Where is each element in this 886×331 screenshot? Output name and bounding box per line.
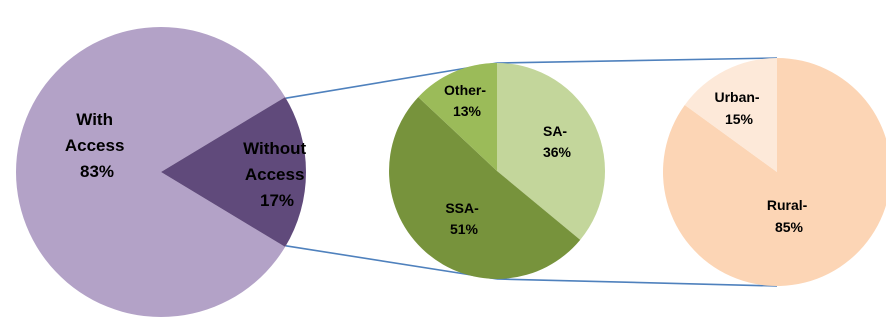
label-urban: Urban- 15% xyxy=(714,89,763,127)
slice-other xyxy=(418,63,497,171)
label-without-access: Without Access 17% xyxy=(243,139,311,210)
label-with-access: With Access 83% xyxy=(65,110,129,181)
slice-rural xyxy=(663,58,886,286)
connector-line-bottom-right xyxy=(496,278,778,287)
slice-sa xyxy=(497,63,606,240)
label-other: Other- 13% xyxy=(444,82,490,119)
region-pie: SA- 36% SSA- 51% Other- 13% xyxy=(389,63,606,279)
connector-line-bottom-left xyxy=(285,245,498,280)
access-pie: With Access 83% Without Access 17% xyxy=(16,26,311,317)
slice-without-access xyxy=(161,97,307,247)
location-pie: Rural- 85% Urban- 15% xyxy=(663,58,886,286)
label-ssa: SSA- 51% xyxy=(445,200,482,237)
slice-urban xyxy=(684,58,777,172)
slice-with-access xyxy=(16,26,286,317)
connector-line-top-left xyxy=(285,62,498,99)
label-rural: Rural- 85% xyxy=(767,197,811,235)
connector-line-top-right xyxy=(496,57,778,64)
connector-lines xyxy=(285,57,778,287)
label-sa: SA- 36% xyxy=(543,123,572,160)
slice-ssa xyxy=(389,97,581,279)
